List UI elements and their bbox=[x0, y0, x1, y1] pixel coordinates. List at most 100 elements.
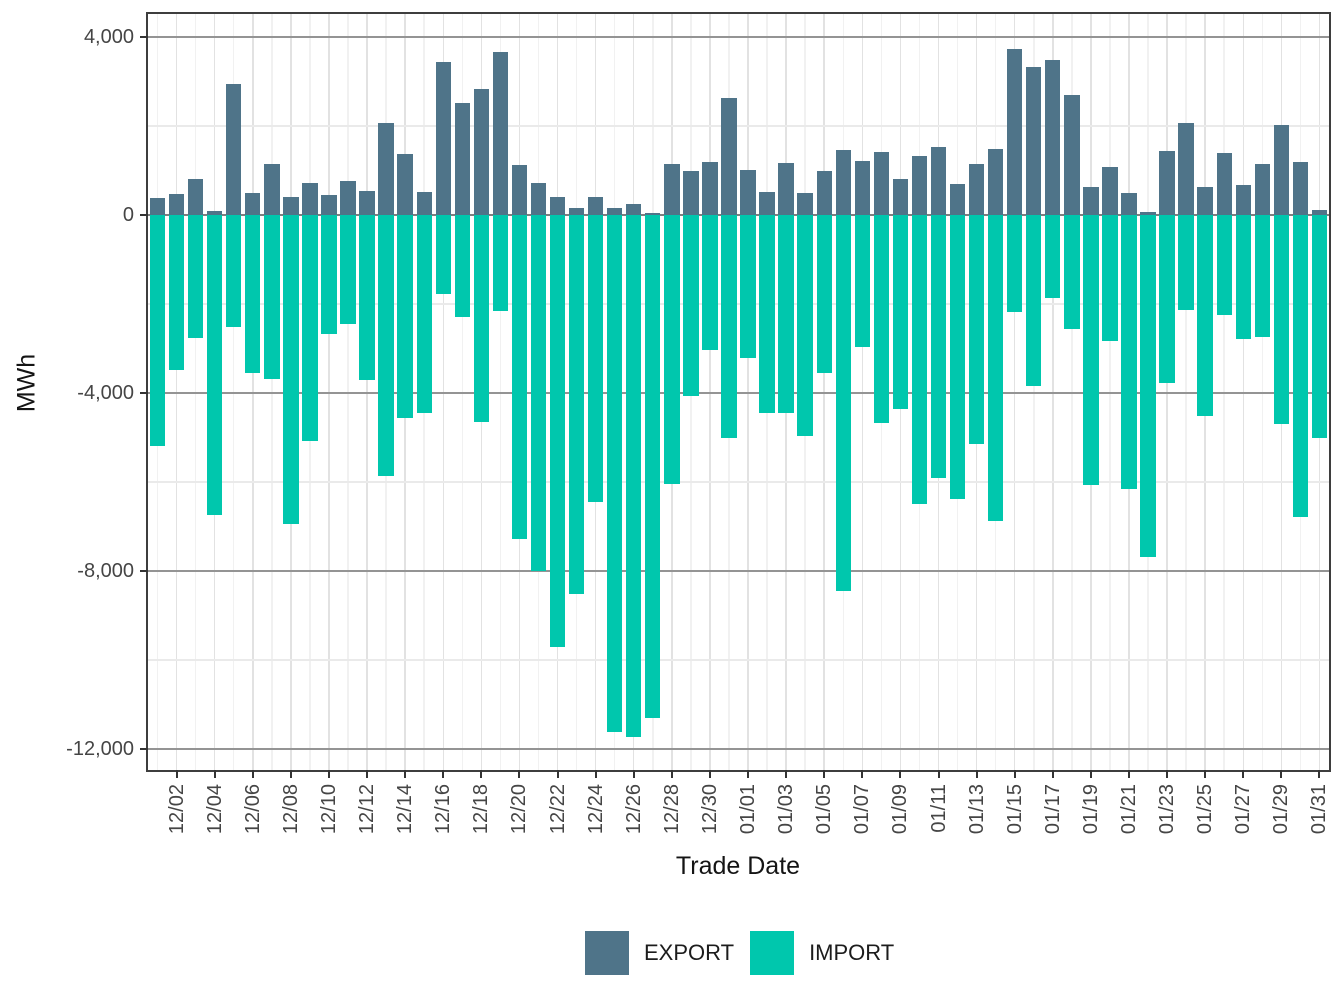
x-tick-label: 12/20 bbox=[508, 784, 531, 835]
bar-export-01/23 bbox=[1159, 150, 1175, 215]
bar-import-12/10 bbox=[321, 215, 337, 335]
vertical-gridline bbox=[1242, 14, 1245, 770]
minor-gridline bbox=[148, 303, 1329, 305]
bar-export-12/08 bbox=[283, 196, 299, 215]
x-tick-mark bbox=[823, 770, 826, 778]
y-tick-mark bbox=[140, 214, 148, 216]
bar-import-12/21 bbox=[530, 215, 547, 571]
x-tick-mark bbox=[1280, 770, 1283, 778]
bar-export-01/28 bbox=[1254, 164, 1271, 215]
x-tick-mark bbox=[213, 770, 216, 778]
bar-export-12/14 bbox=[397, 154, 413, 215]
x-tick-label: 01/29 bbox=[1270, 784, 1293, 835]
vertical-gridline bbox=[194, 14, 197, 770]
bar-import-01/02 bbox=[759, 215, 775, 414]
vertical-gridline bbox=[347, 14, 349, 770]
vertical-gridline bbox=[747, 14, 749, 770]
bar-import-12/06 bbox=[245, 215, 261, 374]
bar-export-12/17 bbox=[454, 102, 470, 215]
x-tick-label: 12/26 bbox=[622, 784, 645, 835]
bar-export-01/08 bbox=[873, 151, 890, 215]
bar-import-12/28 bbox=[664, 215, 680, 484]
bar-import-01/30 bbox=[1292, 215, 1309, 517]
x-tick-label: 12/14 bbox=[394, 784, 417, 835]
bar-export-12/09 bbox=[302, 182, 318, 215]
x-tick-label: 01/09 bbox=[889, 784, 912, 835]
x-tick-mark bbox=[1166, 770, 1169, 778]
bar-import-12/08 bbox=[283, 215, 299, 525]
x-tick-mark bbox=[1204, 770, 1207, 778]
bar-export-12/02 bbox=[168, 194, 185, 215]
x-tick-label: 01/31 bbox=[1308, 784, 1331, 835]
bar-import-12/19 bbox=[492, 215, 509, 311]
bar-export-01/20 bbox=[1102, 166, 1118, 215]
bar-export-01/11 bbox=[930, 146, 947, 215]
bar-import-12/14 bbox=[397, 215, 413, 419]
bar-export-12/21 bbox=[530, 183, 547, 215]
bar-import-01/09 bbox=[892, 215, 909, 410]
x-tick-label: 12/06 bbox=[241, 784, 264, 835]
vertical-gridline bbox=[1109, 14, 1111, 770]
bar-export-12/31 bbox=[721, 97, 737, 215]
x-tick-mark bbox=[975, 770, 978, 778]
bar-export-12/23 bbox=[568, 208, 585, 215]
bar-export-12/03 bbox=[187, 178, 204, 215]
y-tick-label: -12,000 bbox=[66, 738, 134, 760]
x-tick-label: 12/24 bbox=[584, 784, 607, 835]
bar-import-12/20 bbox=[511, 215, 528, 540]
x-tick-mark bbox=[404, 770, 407, 778]
vertical-gridline bbox=[1185, 14, 1187, 770]
bar-export-12/16 bbox=[435, 62, 451, 215]
vertical-gridline bbox=[1071, 14, 1073, 770]
bar-import-01/14 bbox=[987, 215, 1004, 521]
bar-export-12/30 bbox=[702, 162, 718, 215]
bar-export-01/12 bbox=[949, 183, 966, 215]
y-tick-mark bbox=[140, 36, 148, 38]
x-tick-mark bbox=[1013, 770, 1016, 778]
x-tick-label: 12/30 bbox=[698, 784, 721, 835]
bar-import-01/23 bbox=[1159, 215, 1175, 383]
bar-export-01/01 bbox=[740, 170, 756, 215]
bar-export-01/21 bbox=[1121, 192, 1137, 215]
vertical-gridline bbox=[823, 14, 825, 770]
bar-import-01/15 bbox=[1007, 215, 1023, 312]
bar-export-12/11 bbox=[340, 180, 356, 215]
x-tick-mark bbox=[327, 770, 330, 778]
bar-import-01/01 bbox=[740, 215, 756, 359]
vertical-gridline bbox=[1033, 14, 1035, 770]
x-tick-label: 01/03 bbox=[775, 784, 798, 835]
bar-import-12/16 bbox=[435, 215, 451, 295]
bar-import-01/18 bbox=[1064, 215, 1080, 329]
minor-gridline bbox=[148, 481, 1329, 483]
x-tick-label: 01/19 bbox=[1079, 784, 1102, 835]
major-gridline bbox=[148, 36, 1329, 38]
bar-export-01/27 bbox=[1235, 184, 1251, 215]
bar-export-12/20 bbox=[511, 164, 528, 215]
bar-import-12/25 bbox=[606, 215, 623, 733]
bar-export-01/02 bbox=[759, 192, 775, 215]
vertical-gridline bbox=[1261, 14, 1264, 770]
plot-panel bbox=[148, 14, 1329, 770]
bar-export-01/04 bbox=[797, 192, 813, 215]
bar-import-12/18 bbox=[473, 215, 490, 423]
bar-export-12/15 bbox=[416, 191, 432, 215]
x-tick-mark bbox=[632, 770, 635, 778]
vertical-gridline bbox=[1223, 14, 1225, 770]
bar-export-01/31 bbox=[1311, 210, 1328, 215]
x-tick-label: 12/16 bbox=[432, 784, 455, 835]
x-tick-mark bbox=[366, 770, 369, 778]
bar-export-01/22 bbox=[1140, 212, 1156, 215]
bar-import-01/24 bbox=[1178, 215, 1194, 310]
x-tick-mark bbox=[594, 770, 597, 778]
bar-export-12/25 bbox=[606, 208, 623, 215]
legend-label-import: IMPORT bbox=[809, 940, 895, 965]
bar-import-01/12 bbox=[949, 215, 966, 500]
x-tick-mark bbox=[442, 770, 445, 778]
bar-export-01/10 bbox=[911, 156, 928, 215]
y-tick-mark bbox=[140, 392, 148, 394]
x-tick-label: 01/01 bbox=[737, 784, 760, 835]
y-tick-mark bbox=[140, 570, 148, 572]
bar-export-01/29 bbox=[1273, 124, 1290, 215]
legend-swatch-export bbox=[585, 931, 629, 975]
bar-import-12/24 bbox=[587, 215, 604, 503]
